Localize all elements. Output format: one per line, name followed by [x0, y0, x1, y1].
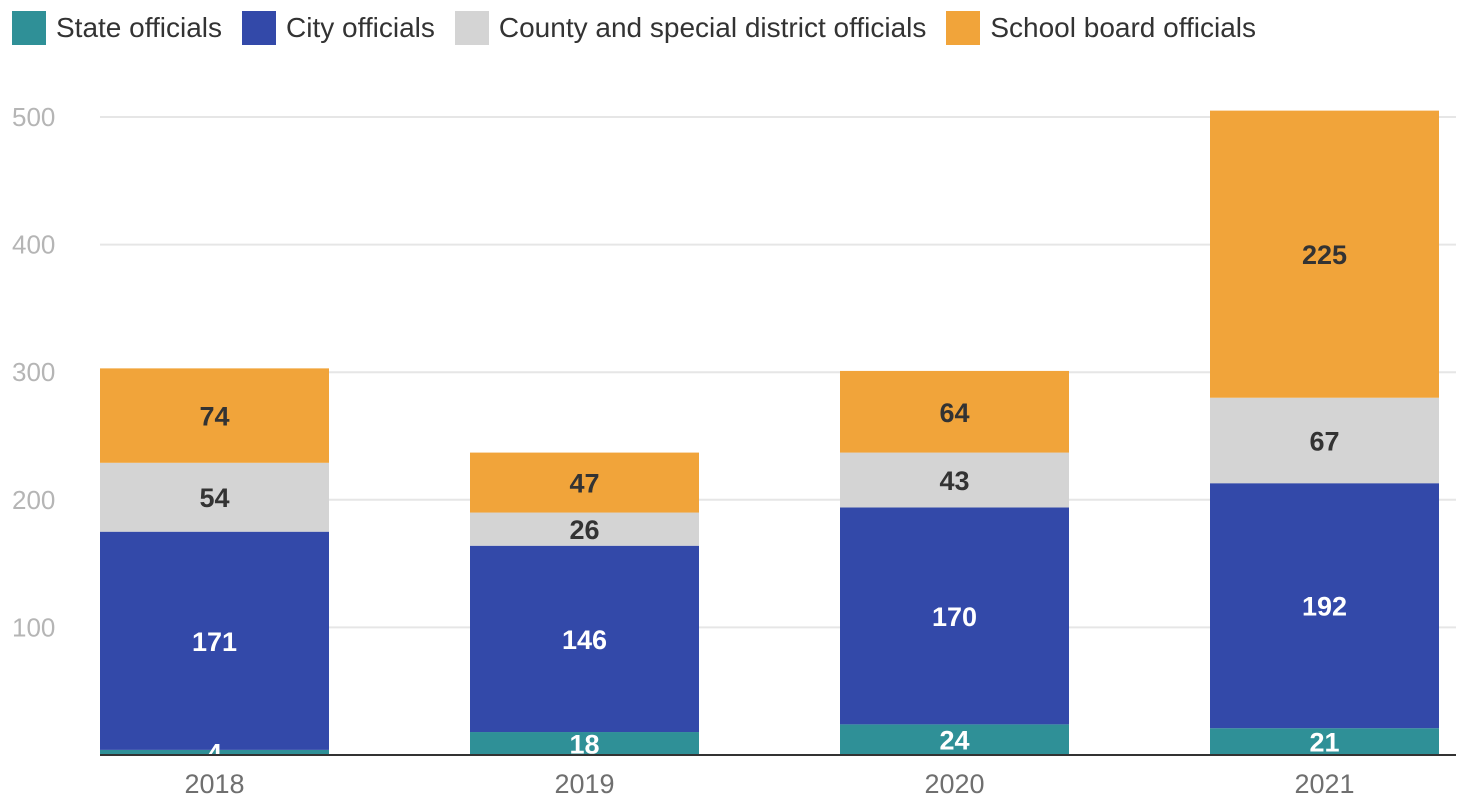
legend-item-state: State officials: [12, 11, 222, 45]
y-tick-label: 100: [12, 612, 55, 642]
data-label: 64: [939, 398, 969, 428]
data-label: 225: [1302, 240, 1347, 270]
data-label: 26: [569, 515, 599, 545]
bar-segment: [840, 507, 1069, 725]
legend-label-school-board: School board officials: [990, 12, 1257, 43]
bar-segment: [100, 368, 329, 463]
data-label: 21: [1309, 728, 1339, 758]
legend-label-county: County and special district officials: [498, 12, 927, 43]
legend-swatch-state: [12, 11, 46, 45]
y-axis-ticks: 100 200 300 400 500: [12, 102, 55, 642]
bar-segment: [1210, 728, 1439, 755]
chart-legend: State officials City officials County an…: [12, 10, 1276, 46]
x-tick-label: 2021: [1294, 769, 1354, 799]
x-tick-label: 2020: [924, 769, 984, 799]
bar-segment: [1210, 483, 1439, 729]
legend-item-county: County and special district officials: [454, 11, 927, 45]
bar-segment: [840, 452, 1069, 508]
legend-label-city: City officials: [286, 12, 435, 43]
bar-segment: [100, 749, 329, 755]
data-label: 4: [207, 738, 222, 768]
y-tick-label: 300: [12, 357, 55, 387]
data-label: 47: [569, 469, 599, 499]
x-axis-ticks: 2018 2019 2020 2021: [184, 769, 1354, 799]
legend-swatch-county: [454, 11, 489, 45]
legend-item-school-board: School board officials: [946, 11, 1256, 45]
x-tick-label: 2018: [184, 769, 244, 799]
bar-segment: [840, 370, 1069, 453]
bars: [100, 110, 1439, 755]
y-tick-label: 500: [12, 102, 55, 132]
bar-segment: [1210, 397, 1439, 484]
bar-segment: [470, 732, 699, 755]
legend-swatch-city: [242, 11, 277, 45]
y-tick-label: 400: [12, 230, 55, 260]
bar-segment: [100, 462, 329, 532]
bar-segment: [470, 512, 699, 546]
bar-segment: [100, 531, 329, 750]
bar-segment: [470, 545, 699, 733]
legend-label-state: State officials: [56, 12, 223, 43]
data-label: 43: [939, 466, 969, 496]
data-label: 170: [932, 602, 977, 632]
y-tick-label: 200: [12, 485, 55, 515]
data-label: 24: [939, 726, 969, 756]
data-label: 192: [1302, 592, 1347, 622]
data-label: 54: [199, 483, 229, 513]
data-label: 74: [199, 402, 229, 432]
bar-segment: [840, 724, 1069, 755]
bar-segment: [1210, 110, 1439, 398]
legend-item-city: City officials: [242, 11, 435, 45]
data-label: 171: [192, 627, 237, 657]
data-label: 146: [562, 625, 607, 655]
x-tick-label: 2019: [554, 769, 614, 799]
bar-segment: [470, 452, 699, 513]
legend-swatch-school-board: [946, 11, 981, 45]
data-label: 67: [1309, 426, 1339, 456]
